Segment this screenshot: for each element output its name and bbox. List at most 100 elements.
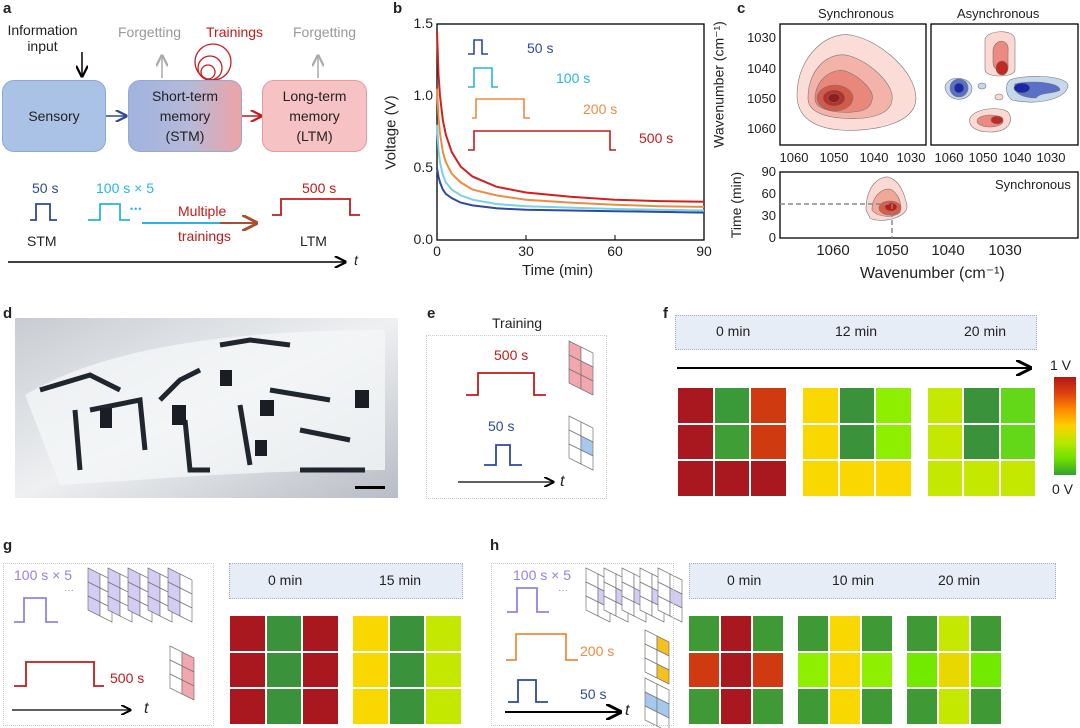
heatmap-cell bbox=[971, 689, 1001, 724]
series-line-100s bbox=[436, 124, 705, 212]
array-cell bbox=[580, 374, 594, 396]
time-axis-label: t bbox=[144, 700, 149, 717]
stm-box-line: Short-term bbox=[151, 88, 219, 104]
time-label: 12 min bbox=[835, 323, 878, 339]
legend-500s: 500 s bbox=[639, 130, 674, 146]
series-line-50s bbox=[436, 167, 705, 214]
x-tick-label: 1050 bbox=[968, 150, 998, 165]
ltm-box-line: Long-term bbox=[282, 88, 347, 104]
panel-e-diagram bbox=[458, 340, 594, 482]
heatmap-cell bbox=[353, 616, 388, 651]
heatmap-cell bbox=[939, 689, 969, 724]
heatmap-cell bbox=[862, 689, 892, 724]
heatmap-cell bbox=[862, 652, 892, 688]
panel-g-diagram bbox=[12, 567, 195, 710]
y-tick-label: 1040 bbox=[747, 61, 776, 76]
heatmap-cell bbox=[839, 388, 875, 423]
heatmap-cell bbox=[266, 689, 302, 724]
heatmap-cell bbox=[426, 616, 461, 651]
trainings-label: Trainings bbox=[206, 24, 264, 40]
heatmap-cell bbox=[389, 689, 425, 724]
x-tick-label: 1040 bbox=[859, 150, 889, 165]
y-tick-label: 1030 bbox=[747, 30, 776, 45]
panel-label-c: c bbox=[737, 0, 746, 17]
x-tick-label: 1030 bbox=[988, 242, 1022, 259]
time-axis-label: t bbox=[560, 473, 565, 490]
heatmap-cell bbox=[721, 616, 751, 651]
heatmap-0min bbox=[678, 388, 786, 496]
panel-label-h: h bbox=[490, 537, 500, 554]
multiple-label: Multiple bbox=[178, 203, 227, 219]
ellipsis: ••• bbox=[130, 204, 143, 214]
heatmap-cell bbox=[1000, 461, 1035, 496]
ellipsis: ··· bbox=[558, 585, 568, 596]
pulse-500s-label: 500 s bbox=[110, 670, 145, 686]
array-cell bbox=[580, 449, 594, 471]
y-tick-label: 1.5 bbox=[413, 15, 433, 31]
heatmap-cell bbox=[353, 652, 388, 688]
ltm-label: LTM bbox=[300, 233, 327, 249]
sensory-box: Sensory bbox=[2, 80, 106, 152]
heatmap-cell bbox=[678, 461, 713, 496]
heatmap-cell bbox=[928, 424, 963, 460]
pulse-100s-label: 100 s × 5 bbox=[513, 567, 571, 583]
time-label: 0 min bbox=[268, 572, 303, 588]
heatmap-cell bbox=[876, 388, 911, 423]
forgetting-label-ltm: Forgetting bbox=[293, 24, 357, 40]
heatmap-cell bbox=[753, 689, 783, 724]
heatmap-cell bbox=[751, 461, 786, 496]
series-line-200s bbox=[436, 88, 705, 208]
panel-e-frame bbox=[426, 335, 607, 499]
heatmap-cell bbox=[426, 652, 461, 688]
y-tick-label: 90 bbox=[761, 164, 776, 179]
heatmap-cell bbox=[798, 652, 828, 688]
heatmap-cell bbox=[721, 652, 751, 688]
y-tick-label: 1050 bbox=[747, 91, 776, 106]
x-tick-label: 1030 bbox=[896, 150, 926, 165]
scale-bar bbox=[355, 486, 385, 489]
panel-label-e: e bbox=[427, 305, 436, 322]
array-cell bbox=[181, 679, 195, 701]
heatmap-0min bbox=[689, 616, 783, 724]
heatmap-cell bbox=[678, 424, 713, 460]
heatmap-cell bbox=[753, 652, 783, 688]
async-title: Asynchronous bbox=[957, 6, 1040, 21]
heatmap-cell bbox=[303, 652, 338, 688]
time-axis-label: t bbox=[625, 702, 630, 719]
heatmap-cell bbox=[1000, 388, 1035, 423]
time-label: 0 min bbox=[716, 323, 751, 339]
heatmap-cell bbox=[830, 616, 860, 651]
time-label: 20 min bbox=[964, 323, 1007, 339]
heatmap-cell bbox=[830, 652, 860, 688]
x-tick-label: 1050 bbox=[819, 150, 849, 165]
colorbar-max: 1 V bbox=[1050, 357, 1072, 373]
heatmap-12min bbox=[803, 388, 911, 496]
training-title: Training bbox=[492, 315, 543, 331]
colorbar-min: 0 V bbox=[1052, 481, 1074, 497]
heatmap-cell bbox=[971, 652, 1001, 688]
heatmap-cell bbox=[1000, 424, 1035, 460]
heatmap-cell bbox=[964, 424, 999, 460]
heatmap-20min bbox=[907, 616, 1001, 724]
array-cell bbox=[656, 663, 670, 685]
sync-time-title: Synchronous bbox=[995, 177, 1071, 192]
heatmap-cell bbox=[928, 461, 963, 496]
panel-label-b: b bbox=[393, 0, 403, 17]
panel-h-frame bbox=[491, 563, 674, 726]
y-tick-label: 1.0 bbox=[413, 87, 433, 103]
pulse-200s-label: 200 s bbox=[580, 643, 615, 659]
stm-box: Short-term memory (STM) bbox=[128, 80, 242, 152]
ltm-box-line: (LTM) bbox=[296, 128, 333, 144]
heatmap-cell bbox=[230, 652, 265, 688]
time-header-h bbox=[689, 563, 1056, 599]
heatmap-cell bbox=[803, 388, 838, 423]
ltm-box-line: memory bbox=[289, 108, 340, 124]
x-tick-label: 1030 bbox=[1036, 150, 1066, 165]
pulse-500s-label: 500 s bbox=[494, 347, 529, 363]
time-header-f bbox=[675, 315, 1037, 350]
heatmap-cell bbox=[230, 689, 265, 724]
x-tick-label: 60 bbox=[607, 243, 623, 259]
legend-50s: 50 s bbox=[527, 40, 554, 56]
c-y-axis-title: Wavenumber (cm⁻¹) bbox=[710, 21, 727, 148]
